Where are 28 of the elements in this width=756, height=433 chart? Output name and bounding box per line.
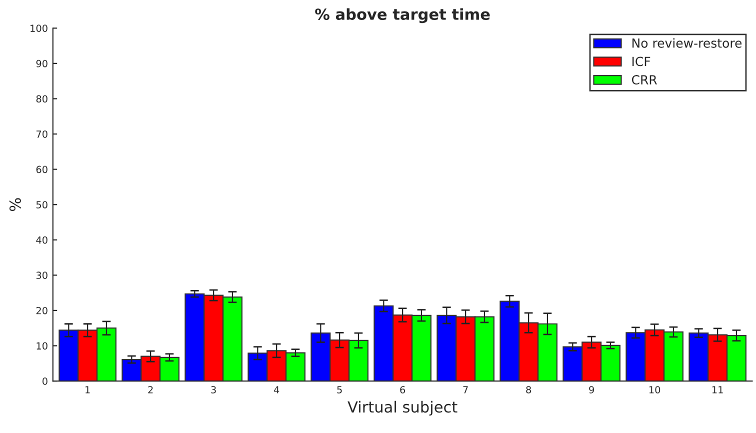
y-tick-label: 0 (42, 378, 48, 385)
x-tick-label: 1 (86, 386, 90, 394)
y-tick-label: 30 (36, 272, 48, 280)
y-tick-label: 20 (36, 306, 48, 314)
y-tick-label: 100 (30, 24, 48, 32)
x-tick-label: 3 (211, 386, 216, 394)
x-tick-label: 4 (274, 386, 280, 394)
y-tick-label: 50 (36, 201, 48, 208)
x-tick-label: 8 (526, 386, 531, 394)
legend-label: ICF (632, 56, 650, 66)
y-tick-label: 70 (36, 130, 48, 138)
y-tick-label: 60 (36, 166, 48, 174)
y-axis-title: % (9, 198, 21, 212)
x-tick-label: 2 (148, 386, 153, 394)
chart-title: % above target time (315, 8, 490, 24)
y-tick-label: 40 (36, 236, 48, 244)
y-tick-label: 10 (36, 342, 48, 350)
y-tick-label: 80 (36, 95, 48, 103)
y-tick-label: 90 (36, 60, 48, 68)
legend-label: No review-restore (632, 38, 742, 48)
x-tick-label: 6 (400, 386, 406, 394)
x-tick-label: 5 (337, 386, 342, 394)
x-tick-label: 7 (463, 386, 468, 394)
x-tick-label: 10 (649, 386, 660, 394)
x-axis-title: Virtual subject (348, 400, 458, 416)
legend-label: CRR (632, 75, 657, 85)
x-tick-label: 9 (589, 386, 594, 394)
x-tick-label: 11 (712, 386, 723, 394)
